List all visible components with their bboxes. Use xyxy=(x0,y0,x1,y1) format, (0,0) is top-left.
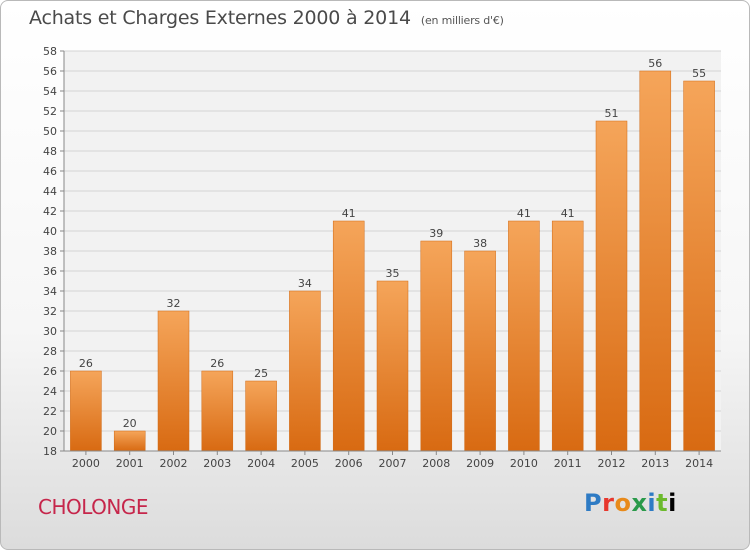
bar-2013 xyxy=(639,70,672,452)
data-label-2012: 51 xyxy=(605,107,619,120)
bar-2009 xyxy=(464,250,496,452)
x-tick-label-2012: 2012 xyxy=(598,457,626,470)
bar-2002 xyxy=(157,310,190,452)
y-tick-label-52: 52 xyxy=(43,105,57,118)
x-tick-label-2014: 2014 xyxy=(685,457,713,470)
bar-2008 xyxy=(420,240,453,452)
x-tick-label-2003: 2003 xyxy=(203,457,231,470)
bar-2014 xyxy=(683,80,715,452)
x-tick-label-2002: 2002 xyxy=(160,457,188,470)
data-label-2003: 26 xyxy=(210,357,224,370)
bar-2006 xyxy=(332,220,365,452)
y-tick-label-32: 32 xyxy=(43,305,57,318)
data-label-2011: 41 xyxy=(561,207,575,220)
y-tick-label-24: 24 xyxy=(43,385,57,398)
y-tick-label-46: 46 xyxy=(43,165,57,178)
x-tick-label-2007: 2007 xyxy=(379,457,407,470)
x-tick-label-2005: 2005 xyxy=(291,457,319,470)
chart-title: Achats et Charges Externes 2000 à 2014 (e… xyxy=(29,7,504,29)
bars xyxy=(70,70,715,452)
y-tick-label-22: 22 xyxy=(43,405,57,418)
y-tick-label-50: 50 xyxy=(43,125,57,138)
x-tick-label-2013: 2013 xyxy=(641,457,669,470)
axes: 18 20 22 24 26 28 30 32 34 36 38 40 42 44 46 48 50 52 54 56… xyxy=(43,45,721,470)
bar-2004 xyxy=(245,380,277,452)
x-tick-label-2011: 2011 xyxy=(554,457,582,470)
data-label-2006: 41 xyxy=(342,207,356,220)
y-tick-label-58: 58 xyxy=(43,45,57,58)
bar-2005 xyxy=(289,290,321,452)
bar-2007 xyxy=(376,280,409,452)
data-label-2001: 20 xyxy=(123,417,137,430)
chart-unit: (en milliers d'€) xyxy=(420,14,504,27)
y-tick-label-56: 56 xyxy=(43,65,57,78)
data-label-2002: 32 xyxy=(167,297,181,310)
data-label-2008: 39 xyxy=(429,227,443,240)
y-tick-label-28: 28 xyxy=(43,345,57,358)
bar-2000 xyxy=(70,370,102,452)
bar-2011 xyxy=(551,220,584,452)
y-tick-label-36: 36 xyxy=(43,265,57,278)
x-tick-label-2010: 2010 xyxy=(510,457,538,470)
x-tick-label-2001: 2001 xyxy=(116,457,144,470)
data-labels: 26 20 32 26 25 34 41 35 39 38 41 41 51 56 55 xyxy=(79,57,706,430)
x-tick-label-2000: 2000 xyxy=(72,457,100,470)
x-tick-label-2008: 2008 xyxy=(422,457,450,470)
data-label-2005: 34 xyxy=(298,277,312,290)
y-tick-label-34: 34 xyxy=(43,285,57,298)
x-tick-label-2004: 2004 xyxy=(247,457,275,470)
y-tick-label-48: 48 xyxy=(43,145,57,158)
x-tick-label-2009: 2009 xyxy=(466,457,494,470)
proxiti-logo: Proxiti xyxy=(584,489,677,517)
y-tick-label-38: 38 xyxy=(43,245,57,258)
data-label-2014: 55 xyxy=(692,67,706,80)
y-tick-label-44: 44 xyxy=(43,185,57,198)
x-tick-label-2006: 2006 xyxy=(335,457,363,470)
data-label-2010: 41 xyxy=(517,207,531,220)
data-label-2000: 26 xyxy=(79,357,93,370)
bar-2012 xyxy=(595,120,628,452)
commune-name: CHOLONGE xyxy=(38,495,149,519)
bar-2010 xyxy=(508,220,540,452)
y-tick-label-54: 54 xyxy=(43,85,57,98)
data-label-2013: 56 xyxy=(648,57,662,70)
data-label-2009: 38 xyxy=(473,237,487,250)
y-tick-label-40: 40 xyxy=(43,225,57,238)
y-tick-label-42: 42 xyxy=(43,205,57,218)
bar-2003 xyxy=(201,370,234,452)
y-tick-label-18: 18 xyxy=(43,445,57,458)
data-label-2004: 25 xyxy=(254,367,268,380)
y-tick-label-20: 20 xyxy=(43,425,57,438)
y-tick-label-26: 26 xyxy=(43,365,57,378)
bar-2001 xyxy=(113,430,146,452)
data-label-2007: 35 xyxy=(386,267,400,280)
y-tick-label-30: 30 xyxy=(43,325,57,338)
